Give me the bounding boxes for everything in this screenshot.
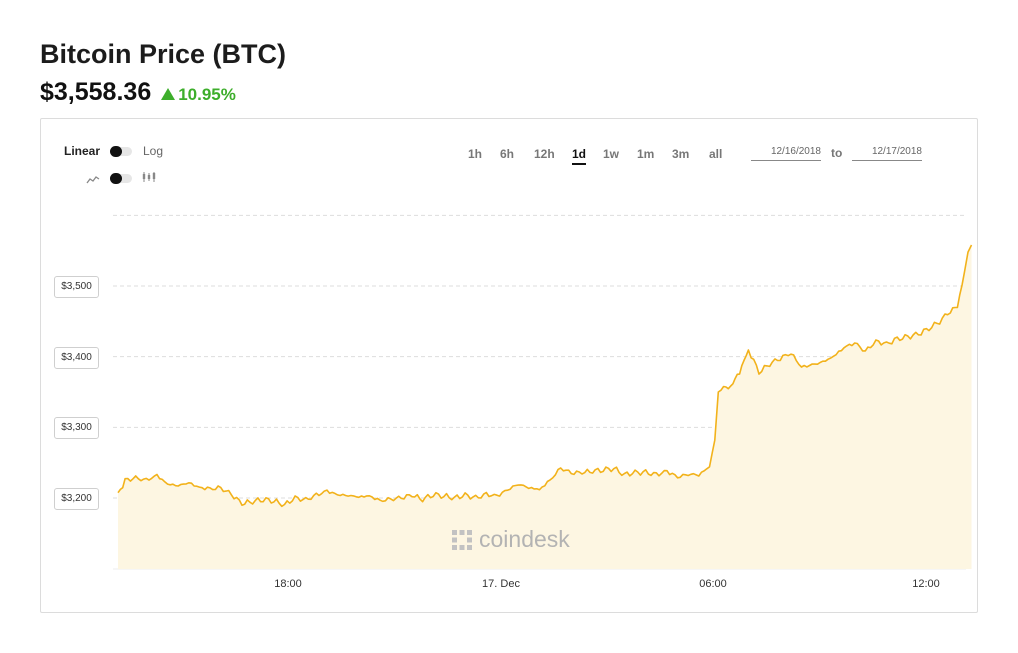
range-6h[interactable]: 6h bbox=[500, 147, 515, 161]
range-1h[interactable]: 1h bbox=[468, 147, 483, 161]
y-tick-label: $3,400 bbox=[54, 347, 99, 369]
date-to-input[interactable]: 12/17/2018 bbox=[852, 146, 922, 161]
scale-toggle[interactable] bbox=[110, 146, 132, 157]
candlestick-icon[interactable] bbox=[142, 170, 156, 188]
price-change-value: 10.95% bbox=[178, 85, 236, 104]
range-1w[interactable]: 1w bbox=[603, 147, 620, 161]
x-tick-label: 06:00 bbox=[699, 578, 727, 590]
price-row: $3,558.36 10.95% bbox=[40, 78, 236, 107]
date-to-label: to bbox=[831, 146, 843, 160]
watermark-text: coindesk bbox=[479, 526, 570, 552]
x-tick-label: 17. Dec bbox=[482, 578, 520, 590]
range-all[interactable]: all bbox=[709, 147, 723, 161]
range-3m[interactable]: 3m bbox=[672, 147, 690, 161]
coindesk-watermark: coindesk bbox=[451, 526, 570, 553]
chart-style-toggle[interactable] bbox=[110, 173, 132, 184]
up-triangle-icon bbox=[161, 88, 176, 100]
current-price: $3,558.36 bbox=[40, 78, 152, 106]
range-1d[interactable]: 1d bbox=[572, 147, 587, 165]
range-12h[interactable]: 12h bbox=[534, 147, 555, 161]
price-change: 10.95% bbox=[161, 85, 236, 105]
linear-scale-label[interactable]: Linear bbox=[64, 144, 101, 158]
x-tick-label: 12:00 bbox=[912, 578, 940, 590]
chart-style-toggle-knob bbox=[110, 173, 122, 184]
coindesk-logo-icon bbox=[452, 529, 472, 550]
range-1m[interactable]: 1m bbox=[637, 147, 655, 161]
x-tick-label: 18:00 bbox=[274, 578, 302, 590]
price-line bbox=[117, 244, 973, 508]
price-area-fill bbox=[118, 245, 972, 569]
y-tick-label: $3,300 bbox=[54, 417, 99, 439]
scale-toggle-knob bbox=[110, 146, 122, 157]
y-tick-label: $3,200 bbox=[54, 488, 99, 510]
y-tick-label: $3,500 bbox=[54, 276, 99, 298]
page-title: Bitcoin Price (BTC) bbox=[40, 39, 287, 69]
date-from-input[interactable]: 12/16/2018 bbox=[751, 146, 821, 161]
log-scale-label[interactable]: Log bbox=[143, 144, 164, 158]
line-chart-icon[interactable] bbox=[86, 172, 100, 190]
